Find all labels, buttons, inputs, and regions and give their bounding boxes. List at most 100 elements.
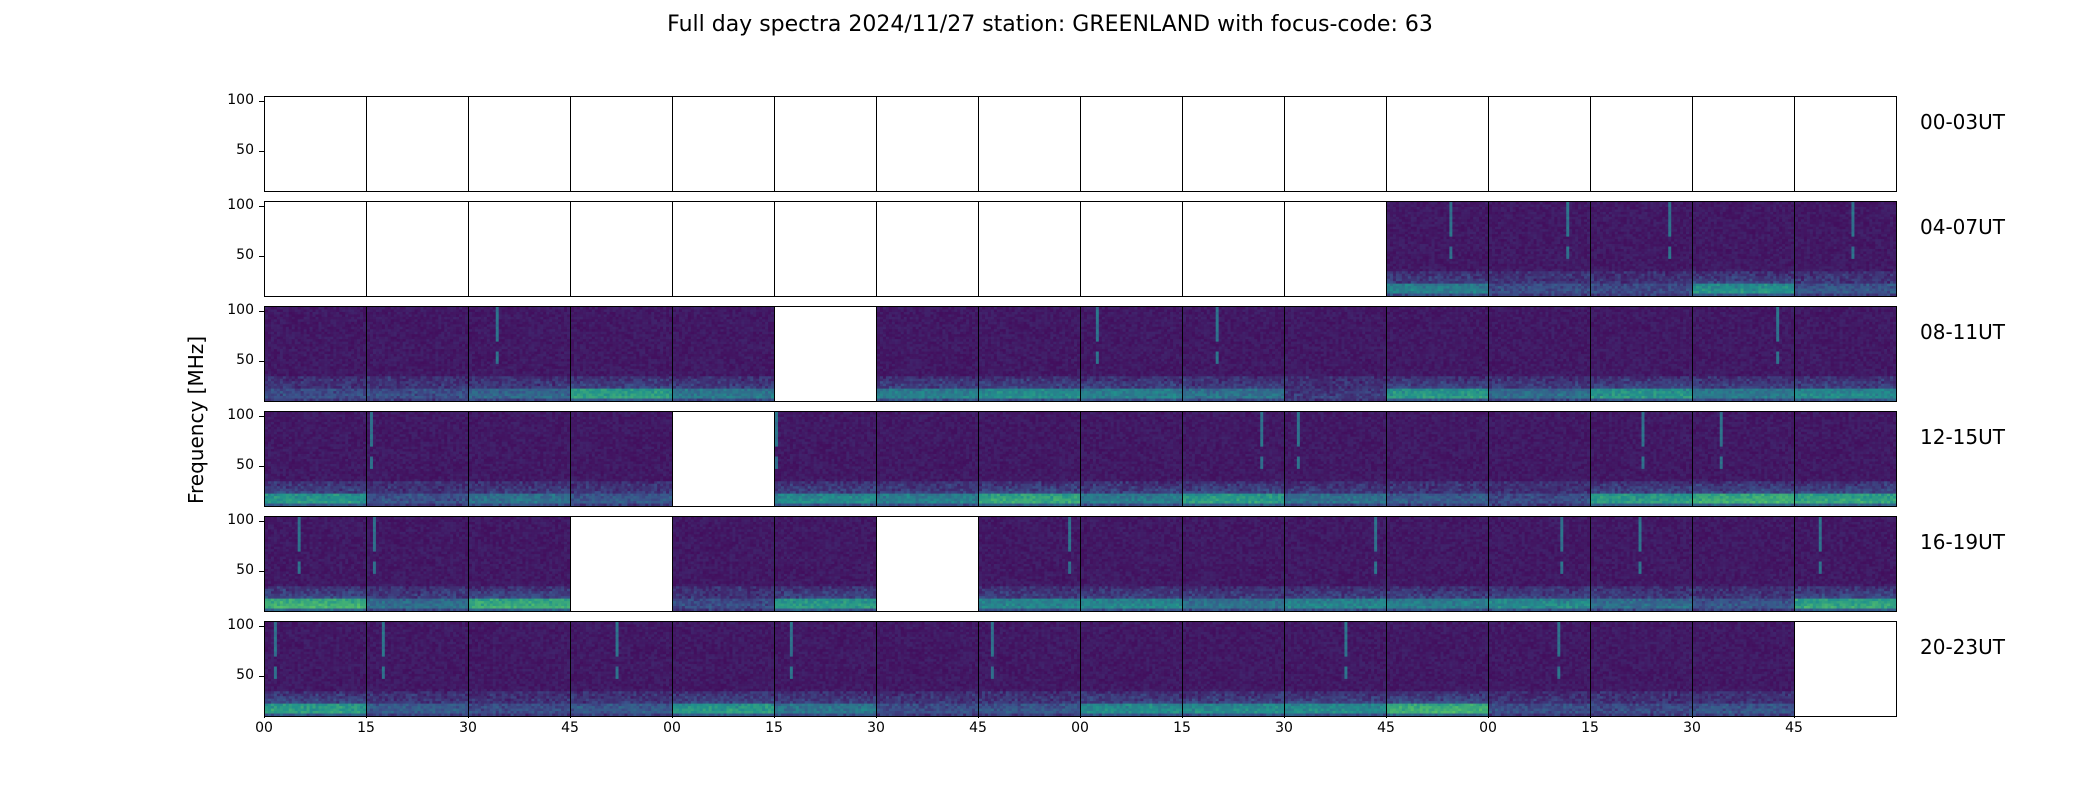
y-tick-label: 50 <box>224 457 254 473</box>
spectrum-heatmap <box>979 307 1080 401</box>
y-tick-label: 50 <box>224 247 254 263</box>
spectrum-heatmap <box>1489 307 1590 401</box>
hour-range-label: 00-03UT <box>1920 110 2005 134</box>
empty-panel <box>774 96 877 192</box>
y-tick-label: 50 <box>224 352 254 368</box>
spectrum-panel <box>366 621 469 717</box>
spectrum-panel <box>1386 621 1489 717</box>
x-tick-label: 30 <box>459 720 477 736</box>
spectrum-heatmap <box>775 412 876 506</box>
spectrum-panel <box>570 621 673 717</box>
spectrum-panel <box>1590 411 1693 507</box>
y-tick-label: 100 <box>224 617 254 633</box>
empty-panel <box>570 201 673 297</box>
spectrum-heatmap <box>1591 622 1692 716</box>
spectrum-heatmap <box>1591 202 1692 296</box>
spectra-row <box>264 201 1896 295</box>
empty-panel <box>1794 621 1897 717</box>
spectrum-heatmap <box>367 517 468 611</box>
spectrum-panel <box>672 621 775 717</box>
spectrum-panel <box>1692 306 1795 402</box>
spectrum-panel <box>1692 516 1795 612</box>
spectrum-heatmap <box>1285 307 1386 401</box>
spectrum-panel <box>1182 411 1285 507</box>
y-axis-label: Frequency [MHz] <box>184 336 208 504</box>
spectrum-panel <box>1080 411 1183 507</box>
spectrum-panel <box>1488 411 1591 507</box>
spectrum-heatmap <box>265 307 366 401</box>
spectrum-panel <box>1590 201 1693 297</box>
x-tick-label: 00 <box>1071 720 1089 736</box>
empty-panel <box>1080 201 1183 297</box>
spectrum-heatmap <box>1387 412 1488 506</box>
empty-panel <box>876 96 979 192</box>
y-tick-label: 50 <box>224 142 254 158</box>
x-tick-label: 30 <box>1683 720 1701 736</box>
y-tick-mark <box>259 676 264 677</box>
spectrum-panel <box>1488 306 1591 402</box>
y-tick-mark <box>259 521 264 522</box>
x-tick-mark <box>264 713 265 718</box>
spectrum-panel <box>1692 201 1795 297</box>
x-tick-mark <box>978 713 979 718</box>
spectrum-heatmap <box>571 622 672 716</box>
spectrum-panel <box>1386 306 1489 402</box>
empty-panel <box>672 201 775 297</box>
y-tick-mark <box>259 206 264 207</box>
empty-panel <box>468 96 571 192</box>
spectrum-panel <box>264 516 367 612</box>
spectrum-panel <box>1182 621 1285 717</box>
spectra-row <box>264 306 1896 400</box>
x-tick-label: 00 <box>255 720 273 736</box>
spectrum-heatmap <box>1693 307 1794 401</box>
empty-panel <box>468 201 571 297</box>
spectrum-panel <box>978 621 1081 717</box>
spectrum-panel <box>774 621 877 717</box>
y-tick-label: 100 <box>224 407 254 423</box>
spectrum-panel <box>978 411 1081 507</box>
spectrum-panel <box>570 411 673 507</box>
empty-panel <box>1386 96 1489 192</box>
spectrum-heatmap <box>1285 412 1386 506</box>
spectrum-panel <box>978 516 1081 612</box>
spectrum-panel <box>876 621 979 717</box>
spectrum-heatmap <box>1387 202 1488 296</box>
x-tick-mark <box>1386 713 1387 718</box>
spectrum-heatmap <box>1591 412 1692 506</box>
spectrum-panel <box>366 516 469 612</box>
spectrum-heatmap <box>1693 412 1794 506</box>
spectrum-panel <box>1284 516 1387 612</box>
x-tick-label: 30 <box>867 720 885 736</box>
spectrum-heatmap <box>979 622 1080 716</box>
spectrum-panel <box>1692 411 1795 507</box>
spectrum-heatmap <box>265 622 366 716</box>
spectrum-heatmap <box>877 307 978 401</box>
spectrum-heatmap <box>1183 307 1284 401</box>
empty-panel <box>774 201 877 297</box>
spectrum-panel <box>1488 516 1591 612</box>
x-tick-mark <box>1284 713 1285 718</box>
spectrum-heatmap <box>367 412 468 506</box>
x-tick-label: 00 <box>663 720 681 736</box>
y-tick-mark <box>259 151 264 152</box>
empty-panel <box>366 201 469 297</box>
hour-range-label: 16-19UT <box>1920 530 2005 554</box>
spectrum-heatmap <box>1693 202 1794 296</box>
spectrum-panel <box>1794 306 1897 402</box>
spectrum-heatmap <box>1489 412 1590 506</box>
spectrum-heatmap <box>673 307 774 401</box>
y-tick-mark <box>259 626 264 627</box>
hour-range-label: 20-23UT <box>1920 635 2005 659</box>
spectrum-heatmap <box>469 307 570 401</box>
spectrum-heatmap <box>1387 307 1488 401</box>
spectrum-panel <box>1590 516 1693 612</box>
spectrum-panel <box>264 621 367 717</box>
spectrum-heatmap <box>1591 307 1692 401</box>
x-tick-label: 15 <box>357 720 375 736</box>
spectrum-heatmap <box>1285 622 1386 716</box>
spectrum-panel <box>1590 306 1693 402</box>
spectrum-panel <box>978 306 1081 402</box>
x-tick-mark <box>1590 713 1591 718</box>
spectrum-heatmap <box>1795 307 1896 401</box>
x-tick-mark <box>1794 713 1795 718</box>
